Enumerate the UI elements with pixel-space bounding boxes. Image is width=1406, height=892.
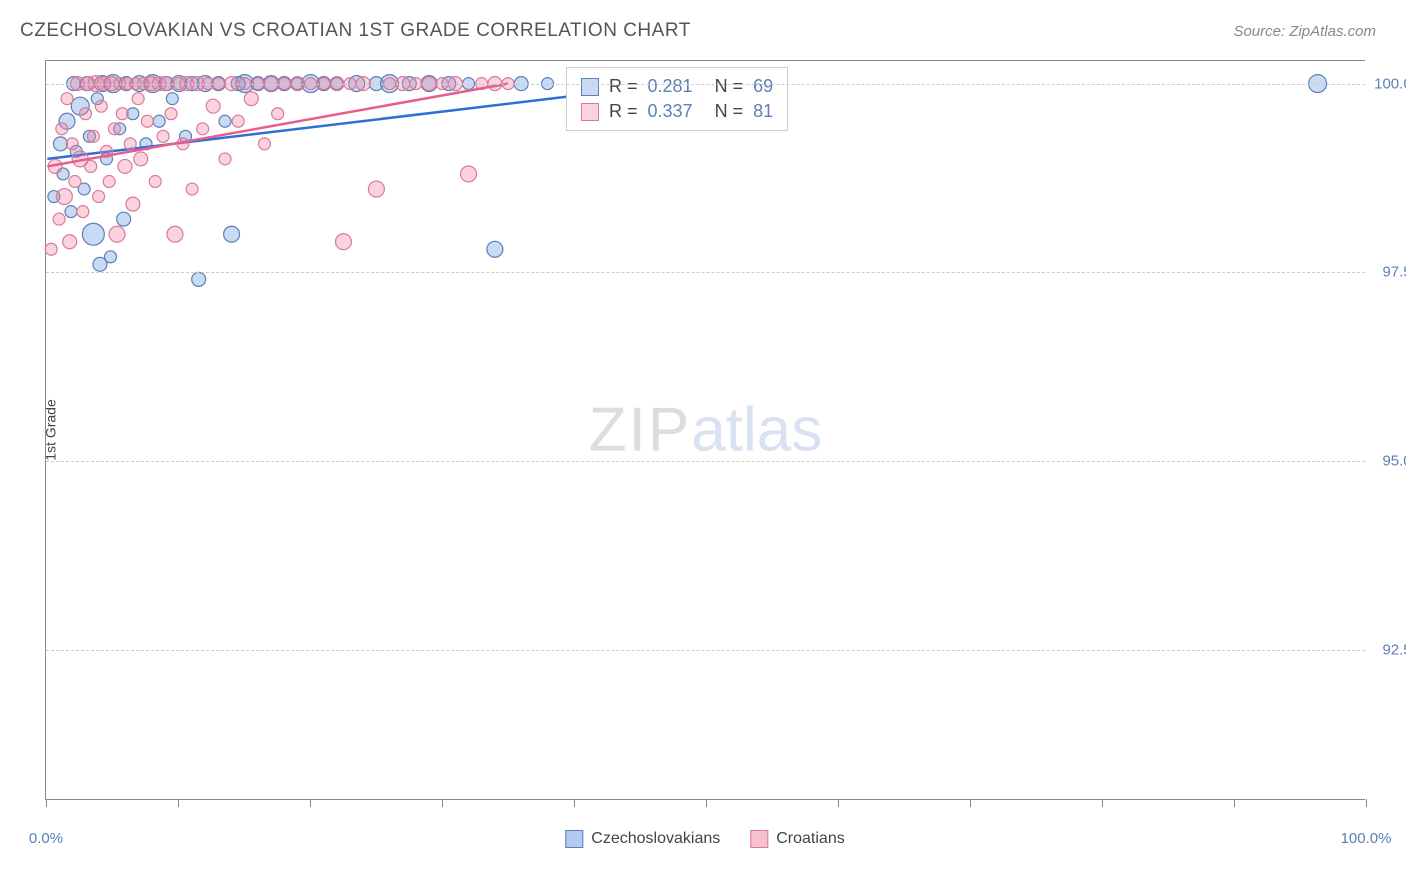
gridline-h <box>46 84 1365 85</box>
scatter-point <box>61 93 73 105</box>
scatter-point <box>65 206 77 218</box>
scatter-point <box>56 189 72 205</box>
x-tick <box>178 799 179 807</box>
stats-r-value: 0.337 <box>648 101 693 122</box>
scatter-point <box>56 123 68 135</box>
x-tick <box>1102 799 1103 807</box>
scatter-point <box>117 212 131 226</box>
scatter-point <box>461 166 477 182</box>
scatter-point <box>116 108 128 120</box>
scatter-point <box>79 108 91 120</box>
scatter-point <box>336 234 352 250</box>
bottom-legend: Czechoslovakians Croatians <box>565 830 844 848</box>
scatter-point <box>141 115 153 127</box>
y-tick-label: 97.5% <box>1382 264 1406 281</box>
scatter-point <box>132 93 144 105</box>
scatter-point <box>157 130 169 142</box>
x-tick <box>706 799 707 807</box>
stats-swatch <box>581 78 599 96</box>
x-tick <box>310 799 311 807</box>
x-tick <box>970 799 971 807</box>
y-tick-label: 95.0% <box>1382 453 1406 470</box>
y-tick-label: 100.0% <box>1374 75 1406 92</box>
gridline-h <box>46 461 1365 462</box>
x-tick <box>1366 799 1367 807</box>
scatter-point <box>272 108 284 120</box>
legend-item: Croatians <box>750 830 844 848</box>
stats-box: R = 0.281 N = 69 R = 0.337 N = 81 <box>566 67 788 131</box>
scatter-point <box>82 223 104 245</box>
stats-n-label: N = <box>715 76 744 97</box>
scatter-point <box>134 152 148 166</box>
stats-swatch <box>581 103 599 121</box>
scatter-point <box>108 123 120 135</box>
scatter-point <box>104 251 116 263</box>
scatter-svg <box>46 61 1365 799</box>
stats-n-value: 81 <box>753 101 773 122</box>
scatter-point <box>118 159 132 173</box>
scatter-point <box>77 206 89 218</box>
y-tick-label: 92.5% <box>1382 641 1406 658</box>
chart-source: Source: ZipAtlas.com <box>1233 23 1376 40</box>
scatter-point <box>93 191 105 203</box>
x-tick-label: 100.0% <box>1341 830 1392 847</box>
scatter-point <box>192 272 206 286</box>
scatter-point <box>165 108 177 120</box>
legend-label: Croatians <box>776 830 844 848</box>
gridline-h <box>46 650 1365 651</box>
scatter-point <box>224 226 240 242</box>
scatter-point <box>95 100 107 112</box>
stats-row: R = 0.281 N = 69 <box>581 74 773 99</box>
scatter-point <box>186 183 198 195</box>
scatter-point <box>244 92 258 106</box>
scatter-point <box>63 235 77 249</box>
scatter-point <box>53 137 67 151</box>
stats-r-value: 0.281 <box>648 76 693 97</box>
legend-item: Czechoslovakians <box>565 830 720 848</box>
scatter-point <box>167 226 183 242</box>
scatter-point <box>109 226 125 242</box>
scatter-point <box>126 197 140 211</box>
scatter-point <box>103 176 115 188</box>
x-tick <box>1234 799 1235 807</box>
stats-n-value: 69 <box>753 76 773 97</box>
scatter-point <box>66 138 78 150</box>
scatter-point <box>149 176 161 188</box>
scatter-point <box>368 181 384 197</box>
legend-label: Czechoslovakians <box>591 830 720 848</box>
stats-r-label: R = <box>609 76 638 97</box>
gridline-h <box>46 272 1365 273</box>
chart-header: CZECHOSLOVAKIAN VS CROATIAN 1ST GRADE CO… <box>0 0 1406 52</box>
scatter-point <box>87 130 99 142</box>
scatter-point <box>153 115 165 127</box>
x-tick <box>574 799 575 807</box>
x-tick <box>46 799 47 807</box>
x-tick <box>838 799 839 807</box>
x-tick <box>442 799 443 807</box>
scatter-point <box>45 243 57 255</box>
plot-area: ZIPatlas R = 0.281 N = 69 R = 0.337 N = … <box>45 60 1365 800</box>
scatter-point <box>206 99 220 113</box>
scatter-point <box>69 176 81 188</box>
scatter-point <box>219 115 231 127</box>
scatter-point <box>53 213 65 225</box>
scatter-point <box>166 93 178 105</box>
chart-container: 1st Grade ZIPatlas R = 0.281 N = 69 R = … <box>45 60 1365 800</box>
scatter-point <box>259 138 271 150</box>
legend-swatch <box>565 830 583 848</box>
scatter-point <box>219 153 231 165</box>
x-tick-label: 0.0% <box>29 830 63 847</box>
scatter-point <box>124 138 136 150</box>
scatter-point <box>232 115 244 127</box>
scatter-point <box>487 241 503 257</box>
stats-n-label: N = <box>715 101 744 122</box>
stats-row: R = 0.337 N = 81 <box>581 99 773 124</box>
scatter-point <box>85 160 97 172</box>
scatter-point <box>197 123 209 135</box>
chart-title: CZECHOSLOVAKIAN VS CROATIAN 1ST GRADE CO… <box>20 20 691 42</box>
legend-swatch <box>750 830 768 848</box>
stats-r-label: R = <box>609 101 638 122</box>
